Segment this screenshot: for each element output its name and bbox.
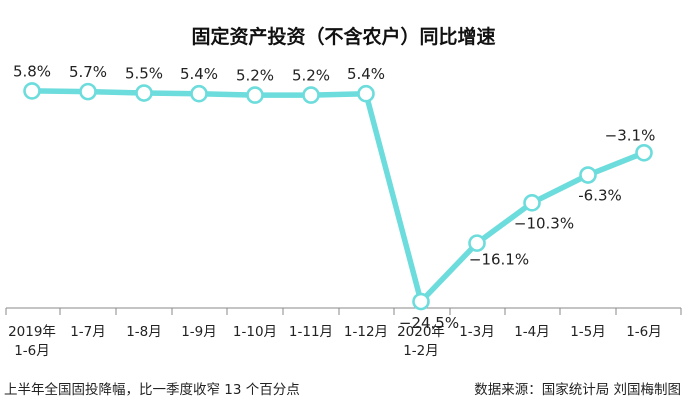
data-point (635, 143, 653, 162)
data-label: 5.7% (69, 63, 107, 81)
data-label: −16.1% (469, 251, 529, 269)
data-label: 5.5% (125, 65, 163, 83)
data-point (468, 234, 486, 252)
data-label: -6.3% (578, 187, 622, 205)
x-tick-label: 1-6月 (14, 343, 50, 359)
data-point (135, 84, 153, 102)
x-tick-label: 1-6月 (626, 324, 662, 340)
x-tick-label: 1-11月 (289, 324, 333, 340)
data-point (357, 84, 375, 103)
x-tick-label: 1-5月 (570, 324, 606, 340)
data-point (190, 84, 208, 103)
chart-title: 固定资产投资（不含农户）同比增速 (191, 26, 496, 48)
x-tick-label: 2019年 (8, 324, 56, 340)
data-point (79, 82, 97, 101)
x-tick-label: 1-9月 (181, 324, 217, 340)
x-tick-label: 1-7月 (70, 324, 106, 340)
x-tick-label: 1-4月 (514, 324, 550, 340)
data-label: 5.4% (180, 65, 218, 83)
data-point (412, 292, 430, 311)
x-tick-label: 1-12月 (344, 324, 388, 340)
data-label: −3.1% (605, 126, 656, 144)
source-note: 数据来源：国家统计局 刘国梅制图 (474, 382, 681, 398)
data-point (23, 82, 41, 100)
footer-note: 上半年全国固投降幅，比一季度收窄 13 个百分点 (4, 382, 300, 398)
data-label: 5.4% (347, 65, 385, 83)
data-label: 5.2% (236, 67, 274, 85)
data-point (302, 86, 320, 104)
data-label: 5.8% (13, 62, 51, 80)
data-label: 5.2% (292, 67, 330, 85)
data-point (523, 194, 541, 212)
x-tick-label: 1-2月 (403, 343, 439, 359)
x-tick-label: 1-8月 (126, 324, 162, 340)
x-tick-label: 1-10月 (233, 324, 277, 340)
data-point (579, 166, 597, 184)
x-tick-label: 2020年 (397, 324, 445, 340)
data-label: −24.5% (399, 314, 459, 332)
x-tick-label: 1-3月 (459, 324, 495, 340)
series-line (29, 88, 647, 305)
data-label: −10.3% (514, 214, 574, 232)
data-point (246, 86, 264, 104)
